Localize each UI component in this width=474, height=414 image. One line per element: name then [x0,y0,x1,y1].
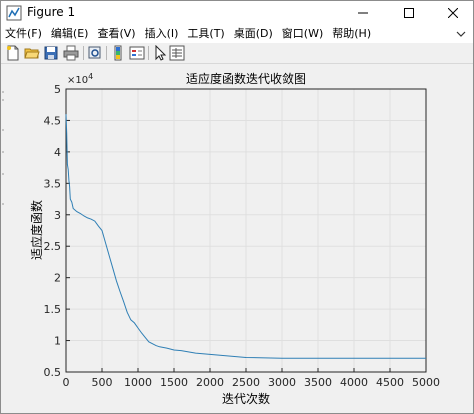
y-exponent-label: ×104 [67,72,93,86]
matlab-figure-icon [6,5,22,21]
title-bar[interactable]: Figure 1 [1,1,473,25]
y-exponent-base: ×10 [67,75,88,86]
edit-plot-icon[interactable] [152,45,168,61]
x-tick-label: 2500 [232,376,260,389]
y-tick-label: 5 [54,83,61,96]
menu-edit[interactable]: 编辑(E) [50,27,89,40]
x-tick-label: 4500 [376,376,404,389]
y-tick-label: 4.5 [44,114,62,127]
menu-tools[interactable]: 工具(T) [187,27,225,40]
toolbar-separator [83,46,84,60]
menu-view[interactable]: 查看(V) [97,27,136,40]
menu-file[interactable]: 文件(F) [5,27,42,40]
x-tick-label: 3000 [268,376,296,389]
print-icon[interactable] [63,45,79,61]
x-ticks: 0 500 1000 1500 2000 2500 3000 3500 4000 4500 5000 [63,368,440,389]
menu-desktop[interactable]: 桌面(D) [233,27,273,40]
y-axis-label: 适应度函数 [29,200,44,260]
minimize-button[interactable] [341,1,385,25]
x-tick-label: 1500 [160,376,188,389]
x-tick-label: 1000 [124,376,152,389]
toolbar-separator [148,46,149,60]
insert-legend-icon[interactable] [129,45,145,61]
x-tick-label: 500 [92,376,113,389]
y-tick-label: 3.5 [44,177,62,190]
x-axis-label: 迭代次数 [222,391,270,406]
y-tick-label: 0.5 [44,366,62,379]
y-tick-label: 3 [54,209,61,222]
series-line-1 [65,114,426,359]
save-icon[interactable] [43,45,59,61]
y-exponent-power: 4 [88,72,93,81]
property-inspector-icon[interactable] [169,45,185,61]
maximize-button[interactable] [387,1,431,25]
y-tick-label: 1.5 [44,303,62,316]
menu-insert[interactable]: 插入(I) [144,27,179,40]
open-icon[interactable] [24,45,40,61]
print-preview-icon[interactable] [87,45,103,61]
toolbar-separator [106,46,107,60]
x-tick-label: 2000 [196,376,224,389]
menu-window[interactable]: 窗口(W) [281,27,324,40]
insert-colorbar-icon[interactable] [110,45,126,61]
y-tick-label: 2 [54,272,61,285]
x-tick-label: 5000 [412,376,440,389]
minimize-icon [358,12,368,14]
new-figure-icon[interactable] [5,45,21,61]
x-tick-label: 0 [63,376,70,389]
close-icon [448,8,458,18]
x-tick-label: 3500 [304,376,332,389]
menu-help[interactable]: 帮助(H) [332,27,372,40]
x-tick-label: 4000 [340,376,368,389]
dock-arrow-icon[interactable] [455,28,467,40]
y-tick-label: 1 [54,335,61,348]
chart-title: 适应度函数迭代收敛图 [186,71,306,86]
menu-bar: 文件(F) 编辑(E) 查看(V) 插入(I) 工具(T) 桌面(D) 窗口(W… [1,25,473,43]
y-tick-label: 2.5 [44,240,62,253]
window-title: Figure 1 [27,5,76,19]
y-tick-label: 4 [54,146,61,159]
axes-plot[interactable]: 0 500 1000 1500 2000 2500 3000 3500 4000 4500 5000… [1,64,473,413]
grid-lines [66,89,426,372]
background-window-edge [2,91,4,205]
figure-toolbar [1,43,473,64]
maximize-icon [404,8,414,18]
y-ticks: 0.5 1 1.5 2 2.5 3 3.5 4 4.5 5 [44,83,70,379]
close-button[interactable] [431,1,473,25]
figure-canvas: 0 500 1000 1500 2000 2500 3000 3500 4000 4500 5000… [1,64,473,413]
